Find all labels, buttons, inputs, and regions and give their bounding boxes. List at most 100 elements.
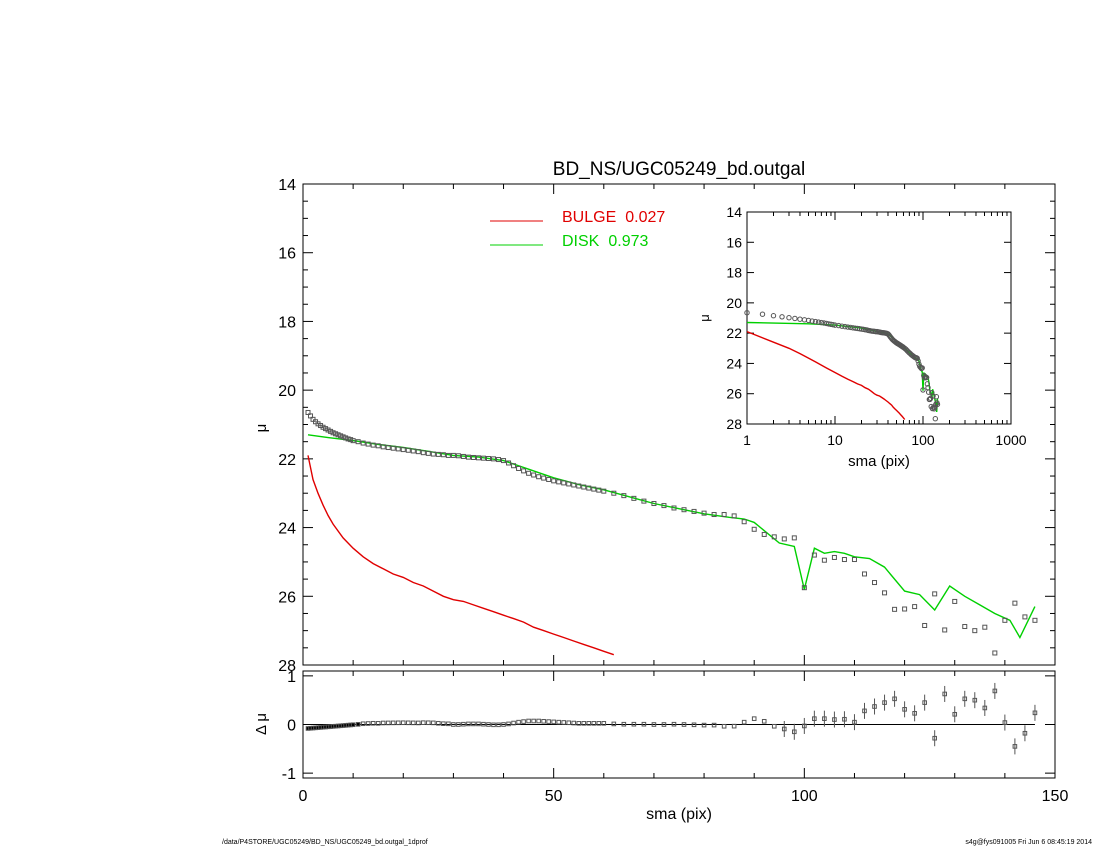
data-point xyxy=(611,490,617,496)
data-point xyxy=(952,598,958,604)
residual-point xyxy=(872,704,877,709)
residual-point xyxy=(431,720,436,726)
data-point xyxy=(521,468,527,474)
data-point xyxy=(470,454,476,460)
inset-x-tick-label: 100 xyxy=(911,432,935,448)
data-point xyxy=(571,482,577,488)
residual-point xyxy=(741,719,747,725)
footer-timestamp: s4g@fys091005 Fri Jun 6 08:45:19 2014 xyxy=(965,839,1092,846)
residual-point xyxy=(436,720,441,726)
residual-point xyxy=(511,720,516,726)
inset-data-point xyxy=(934,401,941,408)
inset-data-point xyxy=(835,322,842,329)
residual-x-tick-label: 0 xyxy=(299,788,308,805)
inset-data-point xyxy=(812,318,819,325)
residual-point xyxy=(355,722,361,727)
data-point xyxy=(308,413,314,419)
inset-data-point xyxy=(759,311,766,317)
residual-point xyxy=(471,721,476,727)
inset-y-tick-label: 26 xyxy=(726,386,742,402)
data-point xyxy=(333,431,339,437)
residual-point xyxy=(1002,720,1008,725)
data-point xyxy=(861,571,867,577)
data-point xyxy=(395,446,401,452)
residual-point xyxy=(370,720,376,726)
main-y-tick-label: 14 xyxy=(278,177,296,194)
main-x-ticks xyxy=(302,184,1056,665)
inset-data-point xyxy=(915,358,921,364)
main-y-tick-label: 24 xyxy=(278,521,296,538)
residual-point xyxy=(802,723,807,729)
residual-point xyxy=(551,719,556,725)
residual-point xyxy=(466,721,471,727)
main-y-tick-label: 28 xyxy=(278,658,296,675)
legend-fraction-disk: 0.973 xyxy=(608,233,648,250)
data-point xyxy=(370,442,376,448)
residual-point xyxy=(446,721,451,727)
data-point xyxy=(365,441,371,447)
inset-data-point xyxy=(815,319,822,325)
data-point xyxy=(440,452,446,458)
data-point xyxy=(631,495,637,501)
data-point xyxy=(566,481,572,487)
data-point xyxy=(335,432,341,438)
inset-data-point xyxy=(923,374,930,381)
data-point xyxy=(711,512,717,518)
data-point xyxy=(541,475,547,481)
residual-point xyxy=(1012,744,1018,749)
data-point xyxy=(475,455,481,461)
residual-point xyxy=(531,718,536,724)
residual-point xyxy=(390,720,396,726)
inset-data-point xyxy=(856,326,863,332)
inset-data-point xyxy=(925,389,932,395)
residual-point xyxy=(902,707,907,712)
data-point xyxy=(420,450,426,456)
data-point xyxy=(325,427,331,433)
data-point xyxy=(345,436,351,442)
residual-point xyxy=(491,722,496,728)
residual-point xyxy=(476,721,481,727)
residual-x-tick-label: 150 xyxy=(1042,788,1069,805)
legend: BULGE 0.027 DISK 0.973 xyxy=(490,209,665,250)
data-point xyxy=(450,452,456,458)
residual-point xyxy=(481,721,486,727)
residual-point xyxy=(496,722,501,728)
data-point xyxy=(330,430,336,436)
inset-x-tick-label: 1000 xyxy=(995,432,1026,448)
inset-data-point xyxy=(744,310,750,316)
residual-point xyxy=(486,722,491,727)
data-point xyxy=(338,433,344,439)
data-point xyxy=(721,512,727,518)
residual-point xyxy=(892,696,897,702)
residual-point xyxy=(882,700,887,705)
residual-point xyxy=(852,719,857,725)
residual-point xyxy=(566,720,572,726)
inset-data-point xyxy=(770,313,777,319)
residual-panel: 10-1 0 50 100 150 Δ μ sma (pix) xyxy=(253,669,1068,823)
data-point xyxy=(305,409,311,415)
data-point xyxy=(435,451,441,457)
inset-y-tick-label: 20 xyxy=(726,295,742,311)
data-point xyxy=(751,526,757,532)
data-point xyxy=(576,483,582,489)
residual-point xyxy=(410,720,416,726)
residual-point xyxy=(721,723,727,729)
residual-point xyxy=(380,720,386,726)
data-point xyxy=(516,465,522,471)
residual-point xyxy=(556,719,561,725)
data-point xyxy=(781,536,787,542)
residual-point xyxy=(596,721,602,726)
data-point xyxy=(350,438,356,444)
inset-data-point xyxy=(809,318,815,324)
data-point xyxy=(460,453,466,459)
residual-point xyxy=(1032,710,1038,716)
data-point xyxy=(496,457,502,463)
residual-point xyxy=(641,721,647,727)
data-point xyxy=(982,624,988,630)
residual-point xyxy=(621,721,627,727)
data-point xyxy=(581,484,587,490)
residual-point xyxy=(421,720,426,725)
residual-point xyxy=(416,720,421,726)
residual-point xyxy=(982,705,988,711)
residual-point xyxy=(395,720,401,726)
